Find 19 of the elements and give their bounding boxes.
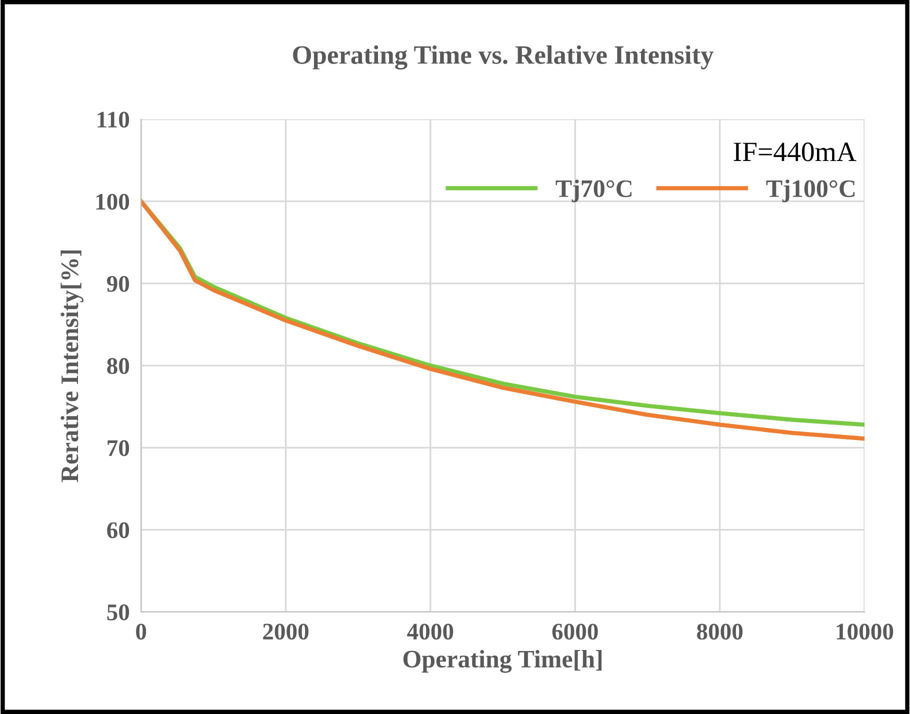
- x-tick-label: 8000: [696, 624, 743, 640]
- y-tick-label: 80: [107, 358, 130, 374]
- y-axis-title: Rerative Intensity[%]: [60, 250, 84, 482]
- y-tick-label: 70: [108, 440, 130, 456]
- y-tick-label: 90: [106, 276, 130, 292]
- legend-label: Tj100°C: [766, 180, 855, 202]
- chart-title: Operating Time vs. Relative Intensity: [293, 45, 714, 70]
- x-tick-label: 10000: [836, 624, 894, 640]
- y-tick-label: 110: [98, 112, 130, 128]
- y-tick-label: 60: [107, 522, 130, 538]
- x-tick-label: 0: [136, 624, 146, 640]
- x-axis-title: Operating Time[h]: [403, 650, 602, 673]
- y-tick-label: 100: [96, 194, 130, 210]
- y-tick-label: 50: [107, 604, 130, 620]
- x-tick-label: 6000: [552, 624, 598, 640]
- x-tick-label: 4000: [407, 624, 454, 640]
- x-tick-label: 2000: [263, 624, 308, 640]
- legend-title: IF=440mA: [734, 142, 856, 162]
- legend-label: Tj70°C: [556, 180, 632, 202]
